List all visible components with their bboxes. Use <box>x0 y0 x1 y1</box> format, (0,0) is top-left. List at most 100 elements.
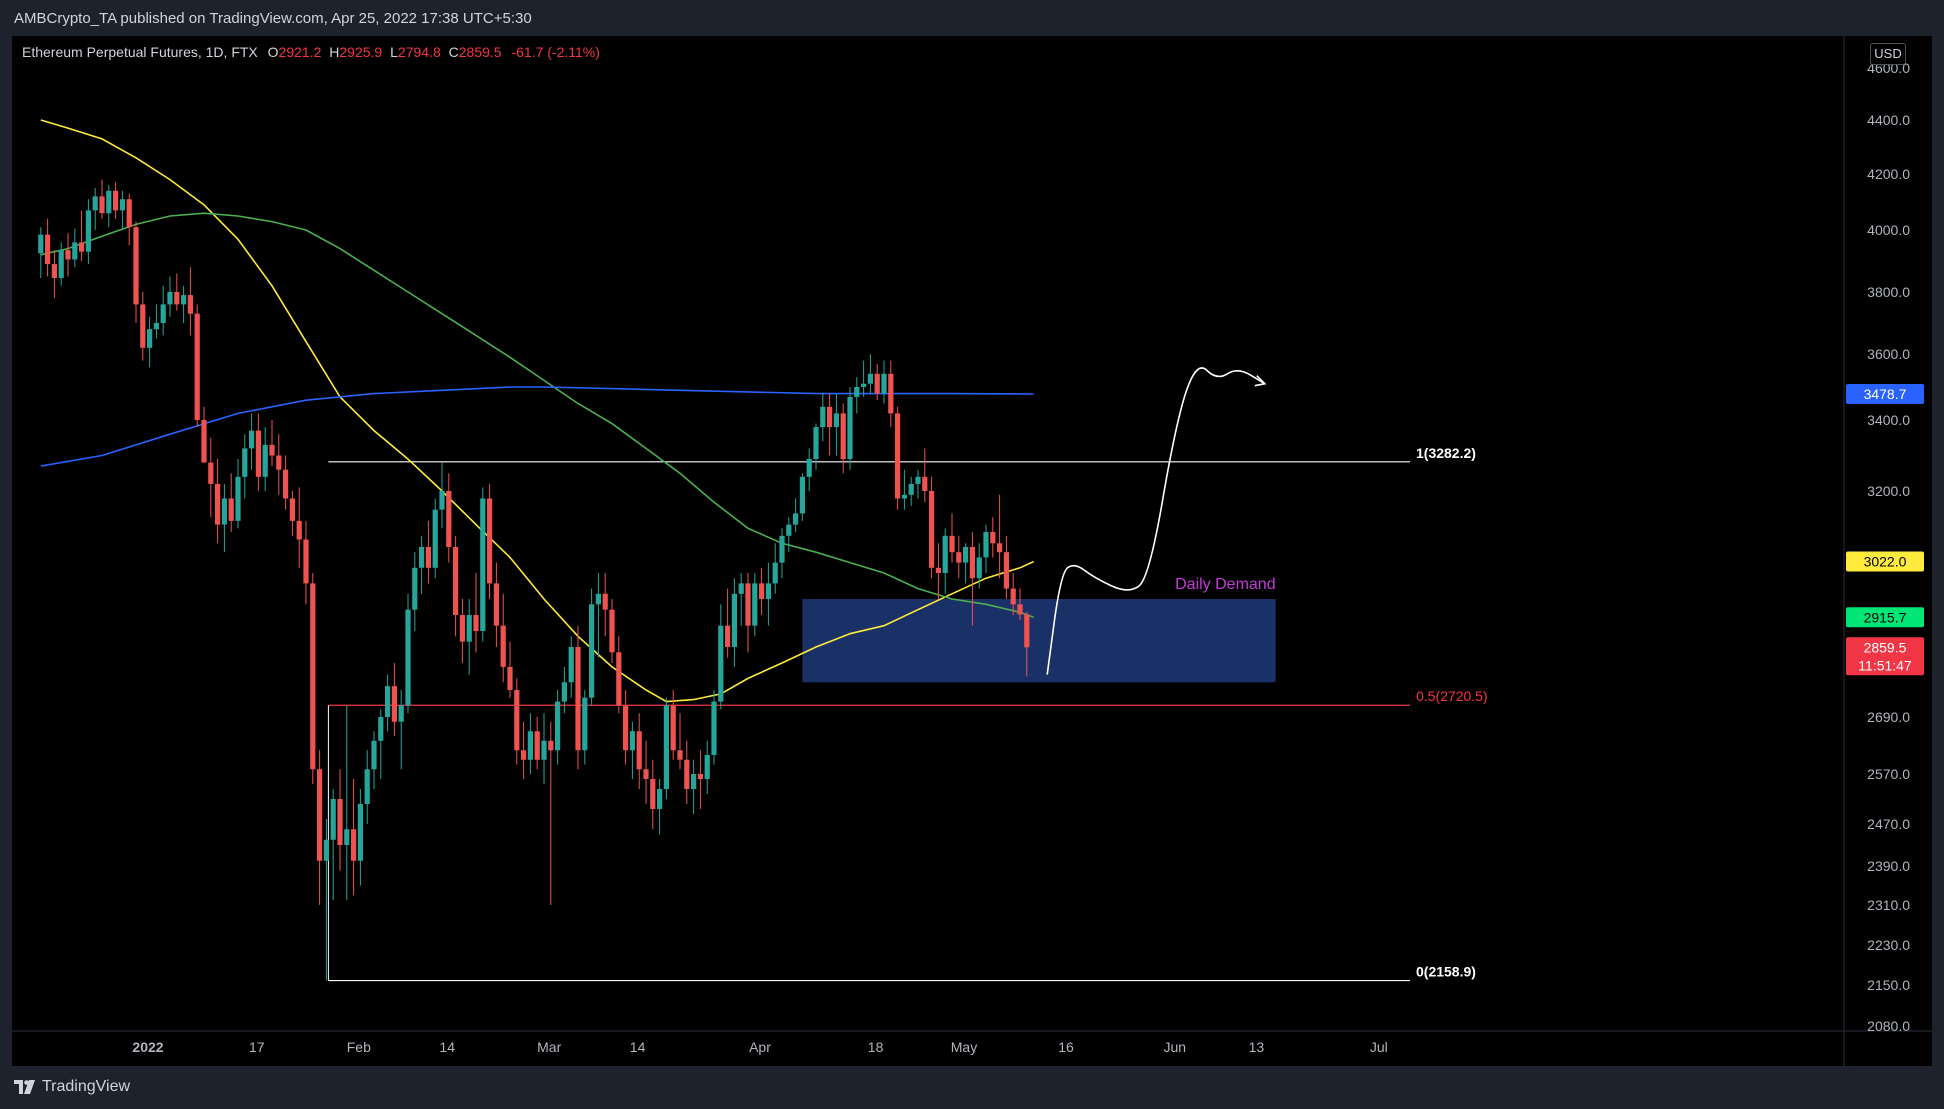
candle-body <box>874 373 880 394</box>
moving-average-0 <box>40 119 1034 703</box>
candle <box>425 520 431 584</box>
candle-body <box>65 250 71 260</box>
candle <box>391 663 397 736</box>
candle <box>922 448 928 503</box>
candle <box>493 562 499 647</box>
candle <box>670 690 676 760</box>
price-badge <box>1846 551 1924 572</box>
candle-body <box>527 731 533 760</box>
publish-bar: AMBCrypto_TA published on TradingView.co… <box>0 0 1944 36</box>
candle <box>568 636 574 698</box>
candle <box>337 769 343 871</box>
candle <box>385 674 391 732</box>
time-tick-label: 18 <box>868 1039 884 1055</box>
candle <box>759 567 765 615</box>
candle <box>405 593 411 714</box>
price-tick-label: 2390.0 <box>1867 858 1910 874</box>
tradingview-icon <box>14 1080 35 1094</box>
candle-body <box>575 647 581 751</box>
chart-area[interactable]: Daily Demand 1(3282.2) 0.5(2720.5) 0(2158.… <box>12 36 1932 1066</box>
candle-body <box>119 199 125 211</box>
candle <box>772 543 778 594</box>
candle <box>561 666 567 714</box>
candle-body <box>310 583 316 770</box>
candle-body <box>425 547 431 568</box>
candle <box>147 316 153 368</box>
time-tick-label: Apr <box>749 1039 771 1055</box>
time-tick-label: 17 <box>249 1039 265 1055</box>
candle-body <box>929 491 935 568</box>
tradingview-logo[interactable]: TradingView <box>14 1078 130 1096</box>
candle-body <box>439 491 445 510</box>
candle <box>820 393 826 442</box>
candle-body <box>1003 552 1009 589</box>
candle <box>221 483 227 553</box>
candle <box>255 413 261 491</box>
candle-body <box>140 304 146 348</box>
candle-body <box>160 304 166 323</box>
candle-body <box>521 750 527 760</box>
publish-info: AMBCrypto_TA published on TradingView.co… <box>14 10 532 27</box>
candle <box>364 750 370 824</box>
candle <box>446 473 452 563</box>
low-value: 2794.8 <box>397 44 441 60</box>
candle <box>636 713 642 789</box>
close-label: C <box>448 44 459 60</box>
candle <box>208 437 214 518</box>
candle <box>691 759 697 814</box>
candle-body <box>969 547 975 579</box>
candle-body <box>779 535 785 563</box>
candle-body <box>534 731 540 760</box>
candle <box>949 513 955 563</box>
candle-body <box>833 413 839 428</box>
candle <box>874 363 880 401</box>
candle <box>289 491 295 536</box>
price-badge-value: 2859.5 <box>1864 639 1907 655</box>
candle-body <box>106 190 112 214</box>
candle-body <box>643 769 649 779</box>
candle <box>555 690 561 765</box>
candle <box>847 387 853 470</box>
candle-body <box>72 242 78 260</box>
candle-body <box>827 406 833 428</box>
candle-body <box>922 476 928 491</box>
change-value: -61.7 (-2.11%) <box>511 44 600 60</box>
candle-body <box>983 532 989 558</box>
candle <box>779 528 785 579</box>
candle <box>99 179 105 219</box>
candle-body <box>772 562 778 584</box>
candle <box>453 535 459 637</box>
candle <box>861 360 867 397</box>
candle <box>187 267 193 336</box>
candle <box>725 588 731 658</box>
currency-button[interactable]: USD <box>1870 43 1906 65</box>
candle <box>262 427 268 491</box>
price-axis[interactable]: 2080.0 2150.0 2230.0 2310.0 2390.0 2470.0 2570… <box>1867 60 1910 1034</box>
candle-body <box>786 524 792 536</box>
candle-body <box>487 498 493 584</box>
candle <box>595 573 601 658</box>
candle-body <box>255 430 261 477</box>
candle <box>650 759 656 830</box>
candle <box>541 713 547 784</box>
time-tick-label: 2022 <box>132 1039 163 1055</box>
candle <box>242 434 248 499</box>
candle <box>799 473 805 521</box>
candle-body <box>289 498 295 521</box>
candle-body <box>378 717 384 741</box>
candle <box>589 588 595 706</box>
candle-body <box>126 199 132 228</box>
candle <box>813 423 819 470</box>
time-tick-label: Jul <box>1370 1039 1388 1055</box>
fib-label-0: 1(3282.2) <box>1416 445 1476 461</box>
candle-body <box>38 234 44 254</box>
time-tick-label: 16 <box>1058 1039 1074 1055</box>
candlestick-chart[interactable]: Daily Demand 1(3282.2) 0.5(2720.5) 0(2158.… <box>12 36 1932 1066</box>
time-axis[interactable]: 2022 17 Feb 14 Mar 14 Apr 18 May 16 Jun 13 Jul <box>132 1039 1387 1055</box>
candle-body <box>548 740 554 751</box>
candle <box>269 420 275 467</box>
candle <box>72 228 78 268</box>
candle <box>398 690 404 770</box>
candle-body <box>691 774 697 789</box>
candle <box>235 459 241 529</box>
